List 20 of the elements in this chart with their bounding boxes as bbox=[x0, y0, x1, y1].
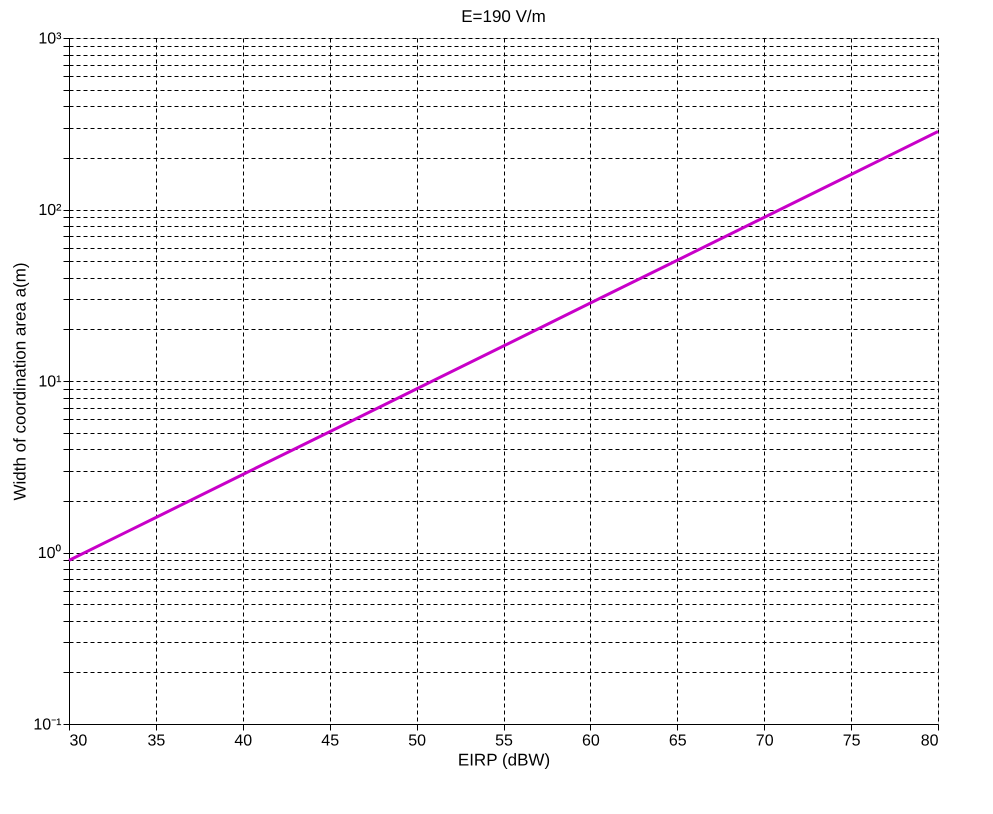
y-tick-label: 10¹ bbox=[38, 374, 62, 390]
x-tick-label: 70 bbox=[756, 732, 774, 750]
x-tick-label: 50 bbox=[408, 732, 426, 750]
x-tick-label: 40 bbox=[234, 732, 252, 750]
chart-title: E=190 V/m bbox=[461, 7, 546, 26]
y-tick-label: 10⁻¹ bbox=[33, 716, 62, 734]
y-tick-label: 10³ bbox=[38, 30, 62, 48]
x-axis-title: EIRP (dBW) bbox=[458, 750, 550, 770]
x-tick-label: 60 bbox=[582, 732, 600, 750]
x-tick-label: 35 bbox=[148, 732, 166, 750]
y-axis-title: Width of coordination area a(m) bbox=[10, 262, 30, 501]
x-tick-label: 45 bbox=[321, 732, 340, 750]
x-tick-label: 75 bbox=[842, 732, 861, 750]
y-tick-label: 10⁰ bbox=[38, 544, 62, 562]
line-series bbox=[68, 130, 940, 562]
y-tick-label: 10² bbox=[38, 202, 62, 219]
x-tick-label: 65 bbox=[668, 732, 687, 750]
x-tick-label: 30 bbox=[70, 732, 88, 750]
x-tick-label: 55 bbox=[495, 732, 513, 750]
x-tick-label: 80 bbox=[920, 732, 939, 750]
